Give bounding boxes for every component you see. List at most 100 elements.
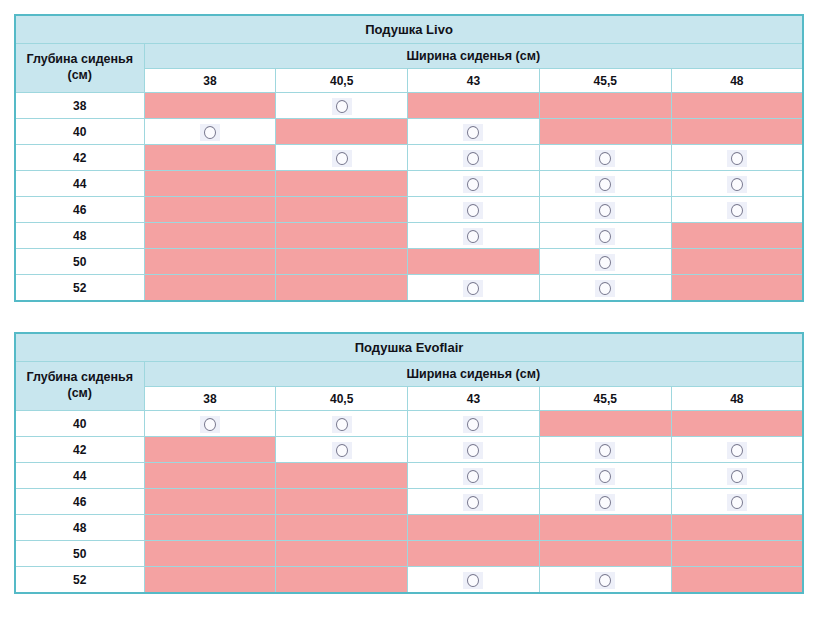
available-cell	[408, 223, 540, 249]
width-column-label: 40,5	[276, 387, 408, 411]
table-row: 44	[15, 171, 803, 197]
available-circle-icon	[467, 126, 479, 139]
available-circle-icon	[336, 418, 348, 431]
available-circle-icon	[467, 230, 479, 243]
available-cell	[671, 437, 803, 463]
available-cell	[671, 489, 803, 515]
depth-value-cell: 48	[15, 515, 144, 541]
circle-halo	[463, 572, 483, 589]
available-circle-icon	[599, 444, 611, 457]
available-cell	[408, 489, 540, 515]
unavailable-cell	[144, 145, 276, 171]
unavailable-cell	[144, 567, 276, 594]
circle-halo	[595, 228, 615, 245]
circle-halo	[200, 124, 220, 141]
depth-value-cell: 52	[15, 567, 144, 594]
available-circle-icon	[204, 418, 216, 431]
depth-header: Глубина сиденья (см)	[15, 362, 144, 411]
unavailable-cell	[539, 411, 671, 437]
table-header-row: Глубина сиденья (см)Ширина сиденья (см)	[15, 44, 803, 69]
available-cell	[539, 275, 671, 302]
circle-halo	[727, 150, 747, 167]
unavailable-cell	[671, 541, 803, 567]
circle-halo	[463, 150, 483, 167]
width-column-label: 40,5	[276, 69, 408, 93]
available-circle-icon	[731, 496, 743, 509]
available-circle-icon	[467, 496, 479, 509]
unavailable-cell	[276, 489, 408, 515]
table-title-row: Подушка Evoflair	[15, 333, 803, 362]
available-cell	[408, 171, 540, 197]
circle-halo	[727, 494, 747, 511]
table-row: 52	[15, 275, 803, 302]
unavailable-cell	[276, 119, 408, 145]
unavailable-cell	[276, 567, 408, 594]
circle-halo	[727, 202, 747, 219]
circle-halo	[595, 254, 615, 271]
unavailable-cell	[408, 249, 540, 275]
cushion-table-evoflair: Подушка EvoflairГлубина сиденья (см)Шири…	[14, 332, 804, 594]
available-cell	[539, 145, 671, 171]
circle-halo	[332, 416, 352, 433]
available-cell	[408, 197, 540, 223]
available-cell	[276, 145, 408, 171]
table-row: 40	[15, 119, 803, 145]
unavailable-cell	[144, 489, 276, 515]
unavailable-cell	[408, 541, 540, 567]
available-cell	[539, 437, 671, 463]
depth-header: Глубина сиденья (см)	[15, 44, 144, 93]
table-row: 42	[15, 437, 803, 463]
available-circle-icon	[731, 444, 743, 457]
circle-halo	[463, 202, 483, 219]
width-column-label: 38	[144, 69, 276, 93]
width-column-label: 48	[671, 387, 803, 411]
depth-value-cell: 40	[15, 411, 144, 437]
available-circle-icon	[599, 496, 611, 509]
available-cell	[539, 489, 671, 515]
available-cell	[408, 437, 540, 463]
table-row: 48	[15, 515, 803, 541]
unavailable-cell	[671, 411, 803, 437]
available-cell	[539, 197, 671, 223]
available-cell	[539, 223, 671, 249]
available-circle-icon	[731, 152, 743, 165]
circle-halo	[595, 468, 615, 485]
depth-value-cell: 50	[15, 541, 144, 567]
circle-halo	[595, 280, 615, 297]
width-column-label: 48	[671, 69, 803, 93]
available-circle-icon	[467, 444, 479, 457]
circle-halo	[595, 572, 615, 589]
circle-halo	[463, 494, 483, 511]
available-cell	[539, 249, 671, 275]
width-column-label: 43	[408, 69, 540, 93]
available-circle-icon	[599, 178, 611, 191]
available-circle-icon	[599, 152, 611, 165]
circle-halo	[727, 468, 747, 485]
circle-halo	[463, 176, 483, 193]
circle-halo	[595, 494, 615, 511]
circle-halo	[595, 442, 615, 459]
available-circle-icon	[336, 100, 348, 113]
table-row: 42	[15, 145, 803, 171]
table-row: 48	[15, 223, 803, 249]
unavailable-cell	[539, 541, 671, 567]
circle-halo	[463, 124, 483, 141]
unavailable-cell	[144, 197, 276, 223]
unavailable-cell	[276, 541, 408, 567]
width-column-label: 38	[144, 387, 276, 411]
unavailable-cell	[144, 249, 276, 275]
table-row: 38	[15, 93, 803, 119]
width-column-label: 43	[408, 387, 540, 411]
depth-value-cell: 38	[15, 93, 144, 119]
available-circle-icon	[731, 204, 743, 217]
unavailable-cell	[144, 275, 276, 302]
depth-value-cell: 44	[15, 463, 144, 489]
width-header: Ширина сиденья (см)	[144, 44, 803, 69]
available-circle-icon	[599, 230, 611, 243]
available-cell	[144, 119, 276, 145]
available-circle-icon	[467, 418, 479, 431]
unavailable-cell	[276, 223, 408, 249]
unavailable-cell	[276, 249, 408, 275]
available-circle-icon	[731, 470, 743, 483]
unavailable-cell	[539, 119, 671, 145]
